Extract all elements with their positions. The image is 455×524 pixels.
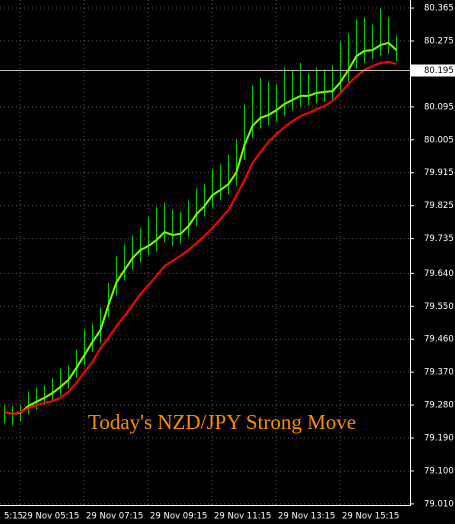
y-tick-label: 80.365 bbox=[424, 4, 454, 14]
x-tick-label: 29 Nov 05:15 bbox=[22, 512, 79, 522]
x-tick-label: 29 Nov 11:15 bbox=[214, 512, 271, 522]
bid-label: 80.195 bbox=[424, 66, 454, 76]
y-tick-label: 79.280 bbox=[424, 401, 454, 411]
moving-average bbox=[4, 41, 398, 415]
annotation: Today's NZD/JPY Strong Move bbox=[88, 410, 356, 434]
y-tick-label: 80.095 bbox=[424, 102, 454, 112]
x-tick-label: 29 Nov 13:15 bbox=[278, 512, 335, 522]
moving-average bbox=[4, 60, 397, 415]
y-tick-label: 79.460 bbox=[424, 335, 454, 345]
y-tick-label: 79.370 bbox=[424, 368, 454, 378]
y-tick-label: 79.190 bbox=[424, 434, 454, 444]
y-tick-label: 79.640 bbox=[424, 269, 454, 279]
x-tick-label: 29 Nov 07:15 bbox=[86, 512, 143, 522]
y-tick-label: 80.275 bbox=[424, 36, 454, 46]
y-tick-label: 80.005 bbox=[424, 135, 454, 145]
x-tick-label: 5:15 bbox=[4, 512, 23, 522]
y-tick-label: 79.915 bbox=[424, 168, 454, 178]
y-tick-label: 79.550 bbox=[424, 302, 454, 312]
y-tick-label: 79.825 bbox=[424, 201, 454, 211]
x-tick-label: 29 Nov 15:15 bbox=[342, 512, 399, 522]
y-tick-label: 79.100 bbox=[424, 466, 454, 476]
y-tick-label: 79.010 bbox=[424, 499, 454, 509]
bid-label-box bbox=[411, 64, 455, 77]
y-tick-label: 79.735 bbox=[424, 234, 454, 244]
x-tick-label: 29 Nov 09:15 bbox=[150, 512, 207, 522]
